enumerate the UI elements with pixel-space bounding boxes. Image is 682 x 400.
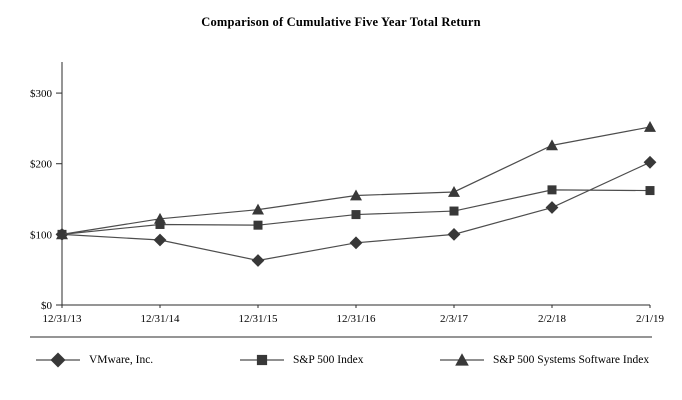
legend-label-vmware: VMware, Inc.	[89, 354, 154, 366]
line-chart: $0 $100 $200 $300 12/31/13 12/31/14 12/31/15 12…	[30, 62, 665, 338]
triangle-marker	[448, 185, 460, 197]
legend-label-sp500-systems-software: S&P 500 Systems Software Index	[493, 354, 650, 366]
diamond-marker	[447, 227, 461, 241]
y-tick-label: $200	[30, 159, 53, 171]
square-marker	[449, 206, 459, 216]
square-marker	[256, 354, 268, 366]
triangle-marker	[154, 212, 166, 224]
legend-item-sp500: S&P 500 Index	[240, 348, 364, 372]
chart-title: Comparison of Cumulative Five Year Total…	[201, 15, 481, 29]
legend-label-sp500: S&P 500 Index	[293, 354, 364, 366]
y-tick-label: $100	[30, 229, 53, 241]
x-tick-label: 12/31/16	[336, 313, 376, 325]
diamond-marker	[643, 155, 657, 169]
square-marker-icon	[240, 354, 284, 366]
diamond-marker-icon	[36, 352, 80, 368]
diamond-marker	[545, 201, 559, 214]
y-tick-label: $300	[30, 88, 53, 100]
chart-legend: VMware, Inc. S&P 500 Index S&P 500 Syste…	[0, 348, 682, 380]
square-marker	[645, 186, 655, 196]
triangle-marker-icon	[440, 353, 484, 366]
square-marker	[351, 210, 361, 220]
diamond-marker	[251, 254, 265, 267]
x-tick-label: 12/31/14	[140, 313, 180, 325]
triangle-marker	[644, 120, 656, 132]
diamond-marker	[153, 233, 167, 247]
y-tick-label: $0	[41, 300, 53, 312]
x-tick-label: 2/2/18	[538, 313, 567, 325]
square-marker	[547, 185, 557, 195]
x-tick-label: 12/31/13	[42, 313, 82, 325]
triangle-marker	[252, 203, 264, 215]
triangle-marker	[455, 353, 469, 366]
diamond-marker	[50, 352, 66, 368]
triangle-marker	[546, 139, 558, 151]
legend-item-vmware: VMware, Inc.	[36, 348, 153, 372]
square-marker	[155, 219, 165, 229]
legend-item-sp500-systems-software: S&P 500 Systems Software Index	[440, 348, 649, 372]
triangle-marker	[350, 189, 362, 201]
triangle-marker	[56, 228, 68, 240]
x-tick-label: 2/3/17	[440, 313, 469, 325]
diamond-marker	[349, 236, 363, 250]
x-tick-label: 2/1/19	[636, 313, 665, 325]
x-tick-label: 12/31/15	[238, 313, 278, 325]
square-marker	[253, 220, 263, 230]
